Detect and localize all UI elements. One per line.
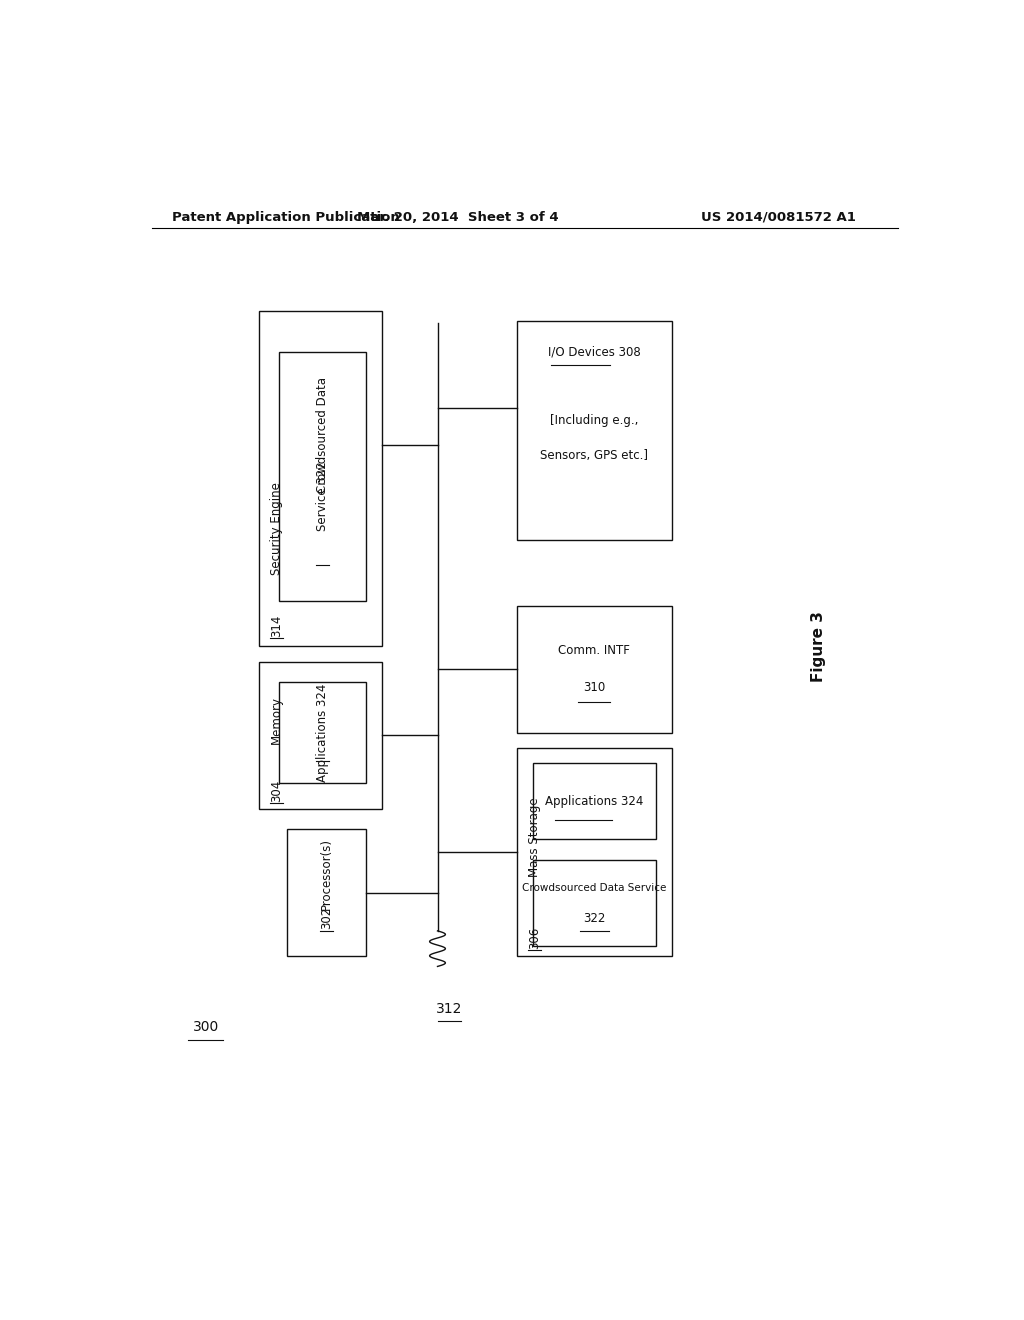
Text: Processor(s): Processor(s): [319, 838, 333, 911]
Text: Sensors, GPS etc.]: Sensors, GPS etc.]: [541, 449, 648, 462]
Text: US 2014/0081572 A1: US 2014/0081572 A1: [701, 211, 856, 224]
Text: Memory: Memory: [270, 696, 283, 744]
Bar: [279, 351, 367, 601]
Text: Applications 324: Applications 324: [545, 795, 643, 808]
Text: Comm. INTF: Comm. INTF: [558, 644, 630, 657]
Text: Applications 324: Applications 324: [316, 684, 329, 781]
Text: 304: 304: [270, 780, 283, 801]
Text: Service 322: Service 322: [316, 462, 329, 531]
Text: 314: 314: [270, 615, 283, 638]
Text: I/O Devices 308: I/O Devices 308: [548, 345, 641, 358]
Bar: [259, 312, 382, 647]
Bar: [517, 606, 672, 733]
Text: Mass Storage: Mass Storage: [527, 797, 541, 876]
Bar: [287, 829, 367, 956]
Text: Figure 3: Figure 3: [811, 611, 826, 681]
Bar: [279, 682, 367, 784]
Text: [Including e.g.,: [Including e.g.,: [550, 413, 638, 426]
Text: Crowdsourced Data Service: Crowdsourced Data Service: [522, 883, 667, 892]
Text: 302: 302: [319, 907, 333, 929]
Text: 310: 310: [583, 681, 605, 694]
Text: 306: 306: [527, 927, 541, 949]
Bar: [517, 748, 672, 956]
Text: Mar. 20, 2014  Sheet 3 of 4: Mar. 20, 2014 Sheet 3 of 4: [356, 211, 558, 224]
Text: 300: 300: [193, 1020, 219, 1035]
Bar: [517, 321, 672, 540]
Text: Security Engine: Security Engine: [270, 482, 283, 576]
Text: 322: 322: [583, 912, 605, 924]
Bar: [532, 859, 655, 946]
Bar: [259, 661, 382, 809]
Text: 312: 312: [436, 1002, 463, 1016]
Text: Patent Application Publication: Patent Application Publication: [172, 211, 399, 224]
Text: Crowdsourced Data: Crowdsourced Data: [316, 378, 329, 494]
Bar: [532, 763, 655, 840]
